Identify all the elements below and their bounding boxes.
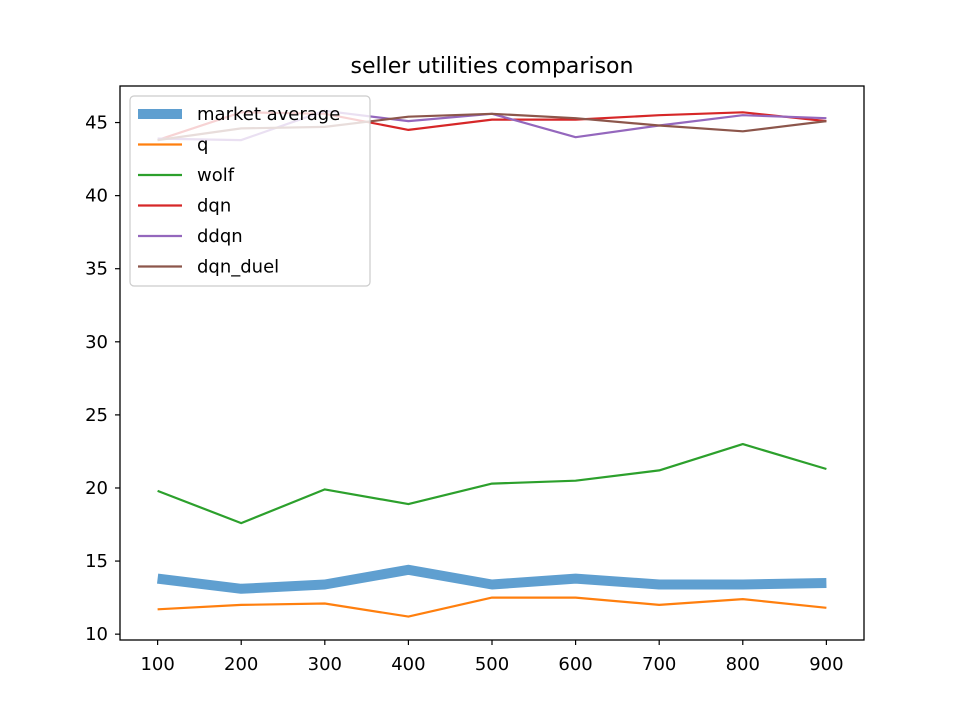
legend-label: dqn_duel [197,257,279,278]
x-tick-label: 600 [558,654,592,675]
y-tick-label: 20 [85,478,108,499]
x-tick-label: 800 [726,654,760,675]
legend-label: wolf [197,165,235,186]
y-tick-label: 40 [85,186,108,207]
legend-label: market average [197,104,340,125]
legend: market average q wolf dqn ddqn dqn_duel [129,95,371,287]
x-tick-label: 300 [308,654,342,675]
legend-label: ddqn [197,226,243,247]
x-tick-label: 900 [809,654,843,675]
legend-label: q [197,135,208,156]
series-line-market-average [156,564,827,594]
y-tick-label: 30 [85,332,108,353]
x-tick-label: 700 [642,654,676,675]
y-tick-label: 15 [85,551,108,572]
y-tick-label: 45 [85,113,108,134]
chart-title: seller utilities comparison [351,54,634,79]
series-line-wolf [157,443,827,525]
x-tick-label: 500 [475,654,509,675]
legend-box [129,95,371,287]
legend-label: dqn [197,196,231,217]
axes-layer: 100 200 300 400 500 600 700 800 900 10 15 20 25 30 35 4… [85,113,843,675]
y-tick-label: 35 [85,259,108,280]
y-tick-label: 10 [85,624,108,645]
x-tick-label: 100 [140,654,174,675]
y-tick-label: 25 [85,405,108,426]
x-tick-label: 400 [391,654,425,675]
x-tick-label: 200 [224,654,258,675]
series-line-q [157,596,827,618]
